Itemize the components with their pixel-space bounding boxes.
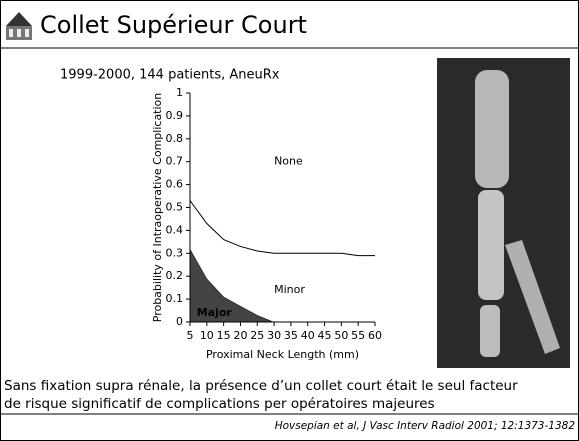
y-tick-label: 0.2 xyxy=(166,269,184,282)
x-tick-label: 25 xyxy=(250,329,264,342)
page: {"slide_title": "Collet Supérieur Court"… xyxy=(0,0,579,441)
x-tick-label: 45 xyxy=(318,329,332,342)
body-text: de risque significatif de complications … xyxy=(4,396,435,412)
y-tick-label: 0.8 xyxy=(166,132,184,145)
chart-title: 1999-2000, 144 patients, AneuRx xyxy=(60,68,280,83)
x-tick-label: 20 xyxy=(233,329,247,342)
y-tick-label: 0.3 xyxy=(166,246,184,259)
y-tick-label: 0.1 xyxy=(166,292,184,305)
y-tick-label: 0.7 xyxy=(166,155,184,168)
x-tick-label: 30 xyxy=(267,329,281,342)
x-tick-label: 35 xyxy=(284,329,298,342)
x-tick-label: 40 xyxy=(301,329,315,342)
citation: Hovsepian et al, J Vasc Interv Radiol 20… xyxy=(275,420,576,432)
slide: Collet Supérieur Court 1999-2000, 144 pa… xyxy=(0,0,579,441)
y-tick-label: 0.6 xyxy=(166,178,184,191)
x-tick-label: 10 xyxy=(200,329,214,342)
x-axis-label: Proximal Neck Length (mm) xyxy=(206,348,359,361)
slide-title: Collet Supérieur Court xyxy=(40,11,307,39)
x-tick-label: 15 xyxy=(217,329,231,342)
annotation: None xyxy=(274,155,303,168)
stent-photo xyxy=(437,58,570,368)
y-tick-label: 0.9 xyxy=(166,109,184,122)
x-tick-label: 60 xyxy=(368,329,382,342)
x-tick-label: 55 xyxy=(351,329,365,342)
x-tick-label: 5 xyxy=(187,329,194,342)
y-tick-label: 1 xyxy=(176,86,183,99)
y-tick-label: 0.5 xyxy=(166,201,184,214)
x-tick-label: 50 xyxy=(334,329,348,342)
body-text: Sans fixation supra rénale, la présence … xyxy=(4,378,518,394)
series-label: Minor xyxy=(274,283,305,296)
y-tick-label: 0.4 xyxy=(166,223,184,236)
y-axis-label: Probability of Intraoperative Complicati… xyxy=(151,93,164,323)
y-tick-label: 0 xyxy=(176,315,183,328)
series-label: Major xyxy=(197,306,233,319)
